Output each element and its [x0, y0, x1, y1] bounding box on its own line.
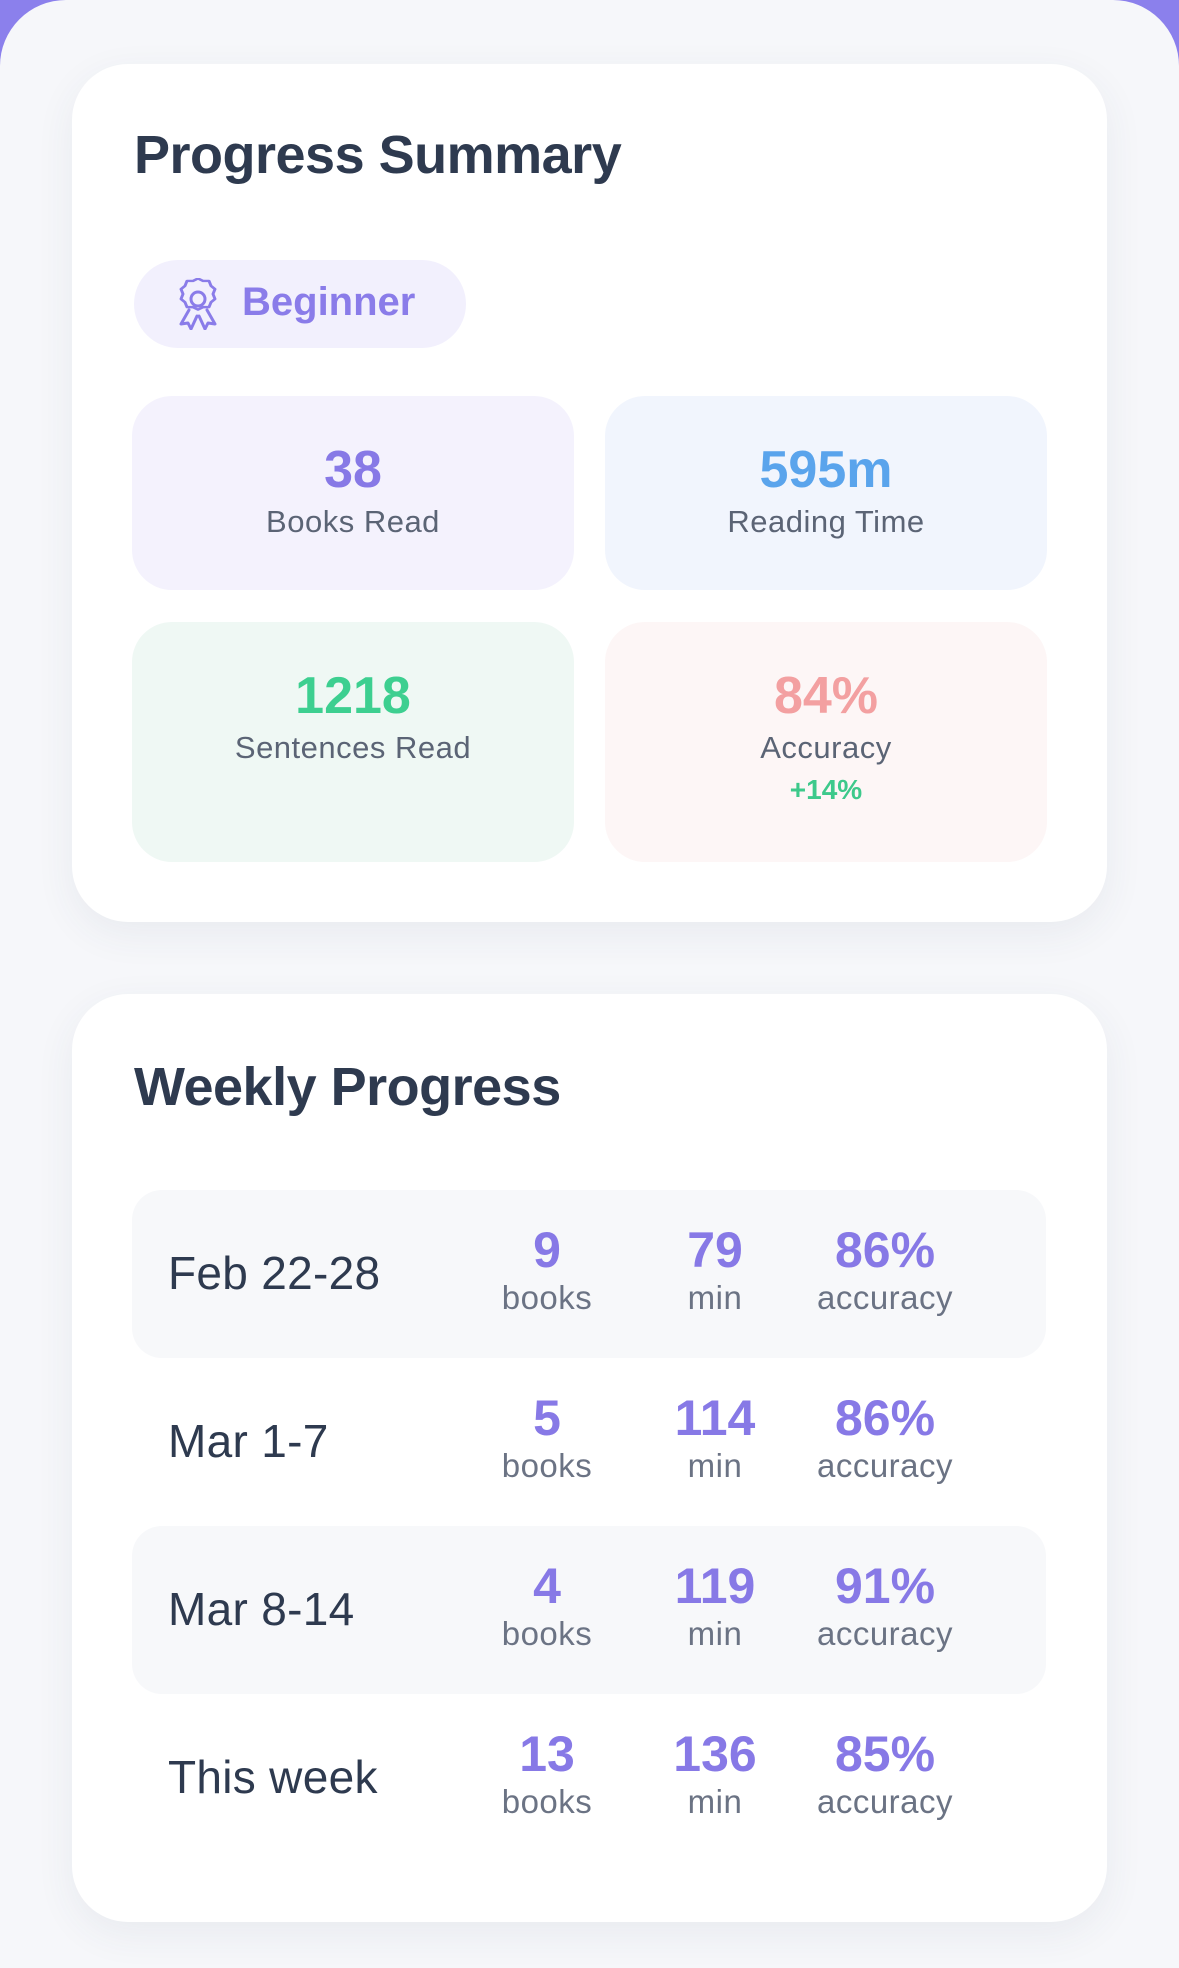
stat-reading-time: 595m Reading Time [605, 396, 1047, 590]
stat-sentences-label: Sentences Read [234, 730, 472, 765]
week-date: Mar 1-7 [168, 1415, 329, 1467]
weekly-progress-card: Weekly Progress Feb 22-28 9 books 79 min… [72, 994, 1107, 1922]
week-date: Feb 22-28 [168, 1247, 381, 1299]
week-minutes-unit: min [687, 1615, 743, 1652]
progress-summary-card: Progress Summary Beginner 38 Books Read … [72, 64, 1107, 922]
week-books-unit: books [501, 1279, 593, 1316]
week-books-unit: books [501, 1783, 593, 1820]
stat-books-label: Books Read [266, 504, 440, 539]
week-books-unit: books [501, 1615, 593, 1652]
week-date: Mar 8-14 [168, 1583, 355, 1635]
week-minutes-value: 136 [673, 1726, 757, 1782]
week-minutes: 114 min [635, 1390, 795, 1486]
week-accuracy-value: 91% [834, 1558, 936, 1614]
week-accuracy-unit: accuracy [816, 1783, 954, 1820]
week-accuracy-unit: accuracy [816, 1447, 954, 1484]
week-books-unit: books [501, 1447, 593, 1484]
week-minutes-unit: min [687, 1447, 743, 1484]
stat-accuracy-delta: +14% [789, 774, 863, 805]
stat-time-value: 595m [759, 441, 893, 499]
week-minutes-unit: min [687, 1279, 743, 1316]
week-minutes-value: 114 [674, 1390, 756, 1446]
stat-sentences-read: 1218 Sentences Read [132, 622, 574, 862]
progress-summary-title: Progress Summary [134, 125, 622, 185]
week-minutes-value: 79 [687, 1222, 743, 1278]
week-accuracy: 86% accuracy [772, 1390, 998, 1486]
week-books: 5 books [467, 1390, 627, 1486]
stat-books-read: 38 Books Read [132, 396, 574, 590]
stat-time-label: Reading Time [727, 504, 925, 539]
week-books: 9 books [467, 1222, 627, 1318]
week-row: This week 13 books 136 min 85% accuracy [132, 1694, 1046, 1862]
week-books: 4 books [467, 1558, 627, 1654]
week-minutes: 136 min [635, 1726, 795, 1822]
award-ribbon-icon [179, 278, 217, 330]
week-books: 13 books [467, 1726, 627, 1822]
week-accuracy-unit: accuracy [816, 1615, 954, 1652]
week-accuracy: 86% accuracy [772, 1222, 998, 1318]
week-date: This week [168, 1751, 378, 1803]
week-accuracy-value: 85% [834, 1726, 936, 1782]
level-badge: Beginner [134, 260, 466, 348]
stat-books-value: 38 [324, 441, 382, 499]
week-accuracy: 85% accuracy [772, 1726, 998, 1822]
week-books-value: 9 [533, 1222, 561, 1278]
stat-accuracy-value: 84% [773, 667, 879, 725]
week-row: Feb 22-28 9 books 79 min 86% accuracy [132, 1190, 1046, 1358]
week-accuracy: 91% accuracy [772, 1558, 998, 1654]
stat-accuracy-label: Accuracy [760, 730, 892, 765]
weekly-progress-title: Weekly Progress [134, 1057, 561, 1117]
level-label: Beginner [242, 280, 416, 324]
week-minutes: 119 min [635, 1558, 795, 1654]
week-row: Mar 1-7 5 books 114 min 86% accuracy [132, 1358, 1046, 1526]
week-minutes: 79 min [635, 1222, 795, 1318]
stat-accuracy: 84% Accuracy +14% [605, 622, 1047, 862]
week-minutes-value: 119 [674, 1558, 756, 1614]
week-books-value: 13 [519, 1726, 575, 1782]
week-books-value: 4 [533, 1558, 561, 1614]
stat-sentences-value: 1218 [295, 667, 411, 725]
week-accuracy-value: 86% [834, 1222, 936, 1278]
week-accuracy-unit: accuracy [816, 1279, 954, 1316]
week-row: Mar 8-14 4 books 119 min 91% accuracy [132, 1526, 1046, 1694]
week-books-value: 5 [533, 1390, 561, 1446]
week-accuracy-value: 86% [834, 1390, 936, 1446]
week-minutes-unit: min [687, 1783, 743, 1820]
